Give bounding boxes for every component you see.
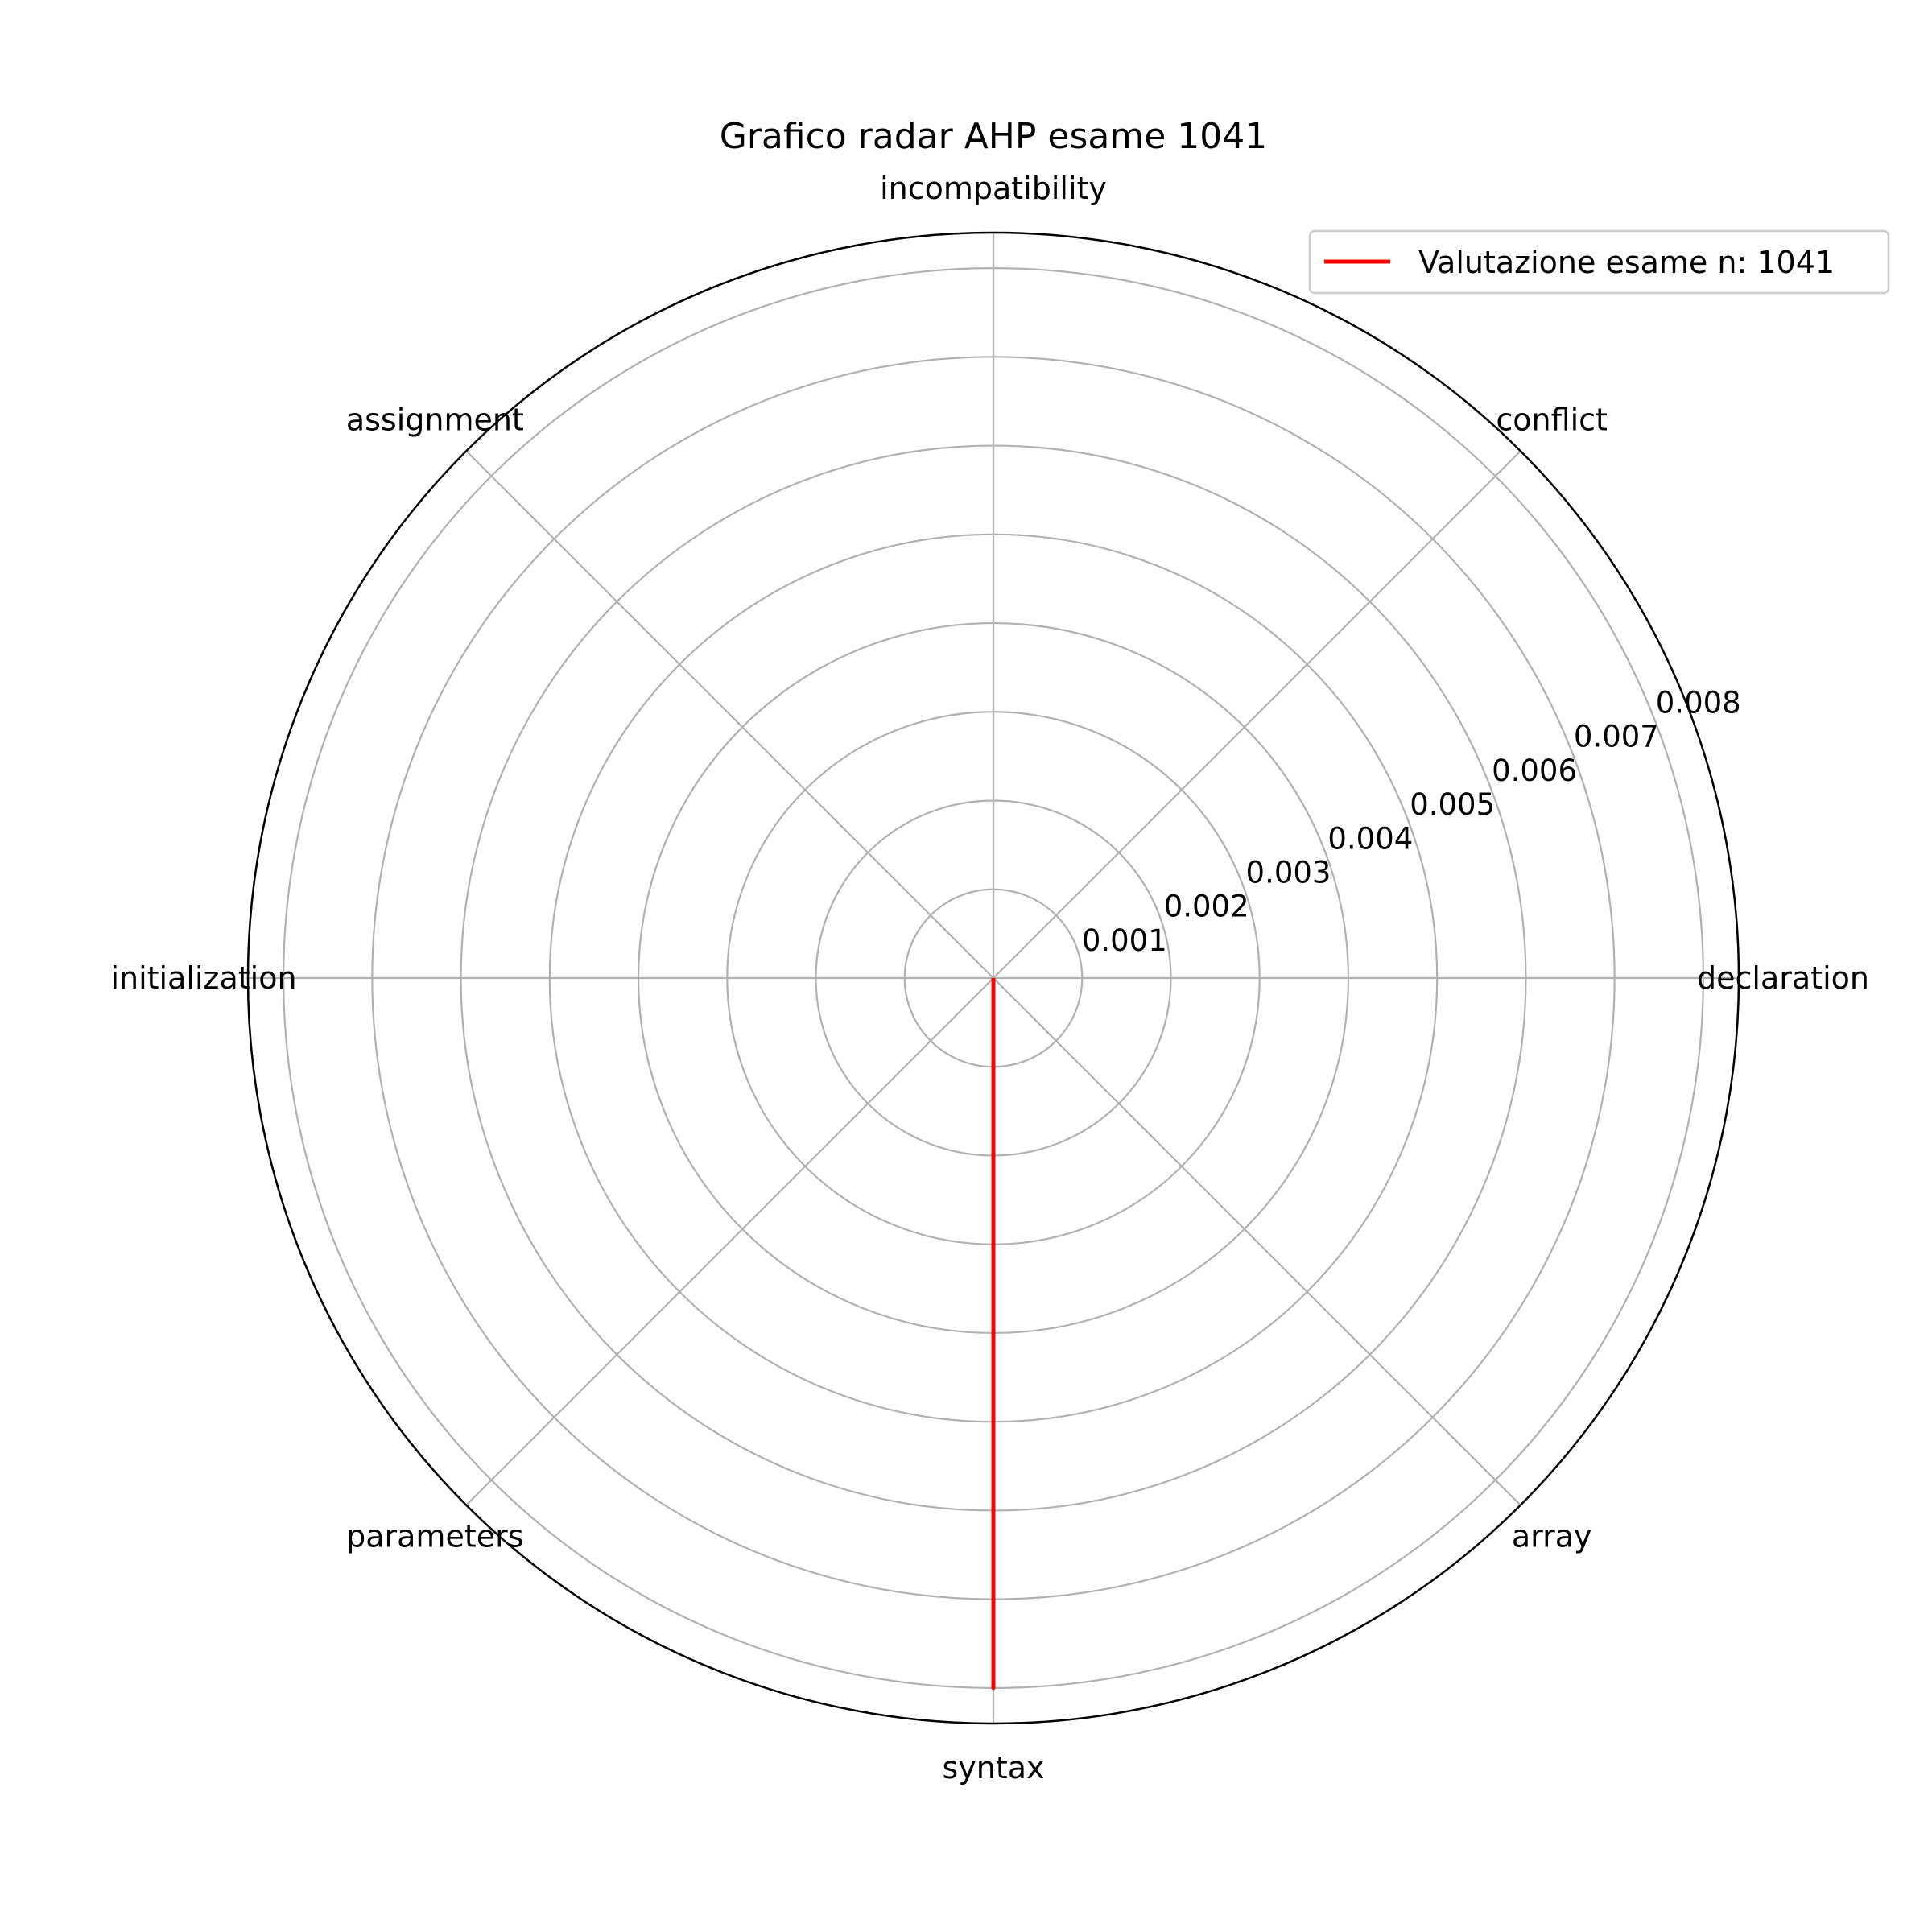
grid-spoke	[465, 450, 994, 979]
grid-spoke	[465, 977, 994, 1506]
outer-frame	[246, 231, 1740, 1725]
legend-box	[1308, 229, 1890, 295]
radial-tick-label: 0.006	[1492, 753, 1577, 788]
category-labels: declaration conflict incompatibility assign…	[110, 171, 1869, 1785]
radial-tick-label: 0.007	[1574, 720, 1659, 754]
radial-tick-label: 0.005	[1410, 787, 1495, 822]
radial-tick-label: 0.003	[1246, 855, 1331, 890]
category-label: declaration	[1697, 960, 1869, 996]
category-label: array	[1512, 1519, 1592, 1554]
radial-tick-label: 0.004	[1327, 821, 1413, 856]
radial-tick-label: 0.008	[1656, 686, 1741, 720]
legend: Valutazione esame n: 1041	[1308, 229, 1890, 295]
radial-tick-label: 0.002	[1164, 890, 1249, 924]
chart-title: Grafico radar AHP esame 1041	[720, 116, 1268, 157]
category-label: conflict	[1496, 402, 1608, 437]
grid-spoke	[993, 977, 1521, 1506]
radial-tick-label: 0.001	[1082, 923, 1167, 958]
category-label: incompatibility	[880, 171, 1107, 206]
category-label: initialization	[110, 960, 296, 996]
category-label: parameters	[346, 1519, 523, 1554]
legend-label: Valutazione esame n: 1041	[1418, 245, 1835, 280]
category-label: assignment	[346, 402, 524, 437]
grid-spoke	[993, 450, 1521, 979]
category-label: syntax	[942, 1750, 1044, 1785]
